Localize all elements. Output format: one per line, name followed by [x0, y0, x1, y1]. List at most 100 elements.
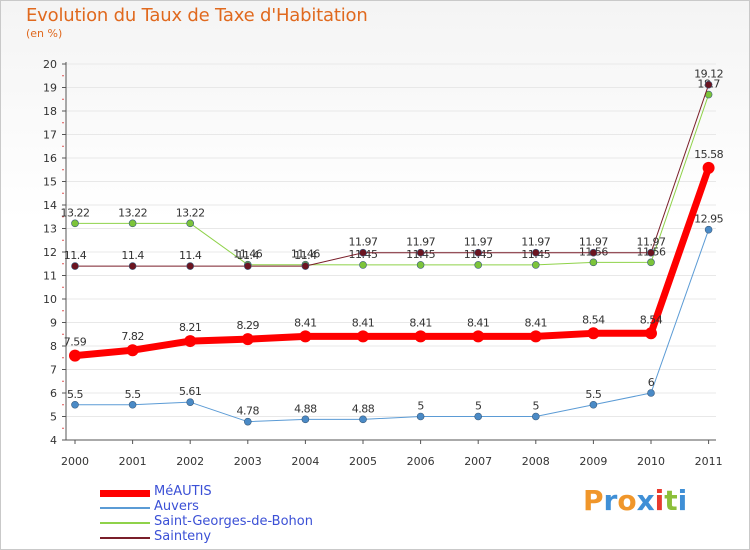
- data-label-sainteny: 11.97: [464, 236, 493, 249]
- data-point-m-autis: [645, 327, 657, 340]
- data-point-m-autis: [529, 330, 542, 343]
- data-label-sainteny: 11.4: [237, 249, 260, 262]
- x-tick-label: 2007: [464, 455, 492, 468]
- data-point-sainteny: [359, 248, 367, 257]
- data-label-auvers: 12.95: [694, 213, 723, 226]
- y-tick-label: 12: [43, 246, 57, 259]
- chart-subtitle: (en %): [26, 27, 63, 40]
- data-label-m-autis: 7.82: [121, 330, 144, 343]
- legend-item: Saint-Georges-de-Bohon: [100, 514, 400, 530]
- y-tick-label: 4: [50, 434, 57, 447]
- data-label-sainteny: 11.97: [406, 236, 435, 249]
- data-label-auvers: 5.61: [179, 385, 202, 398]
- data-label-m-autis: 8.54: [582, 313, 605, 326]
- data-point-auvers: [474, 412, 483, 421]
- y-tick-label: 13: [43, 223, 57, 236]
- data-label-sainteny: 11.97: [579, 236, 608, 249]
- x-tick-label: 2006: [407, 455, 435, 468]
- data-point-saint-georges-de-bohon: [416, 261, 425, 269]
- data-label-auvers: 5.5: [67, 388, 83, 401]
- legend-item: MéAUTIS: [100, 484, 400, 500]
- data-label-sainteny: 19.12: [694, 68, 723, 81]
- data-point-auvers: [531, 412, 540, 421]
- data-point-saint-georges-de-bohon: [647, 258, 655, 267]
- data-label-auvers: 5: [533, 400, 540, 413]
- data-point-m-autis: [184, 335, 197, 348]
- logo-letter: t: [664, 484, 678, 517]
- legend-swatch: [100, 522, 150, 524]
- y-tick-label: 15: [43, 176, 57, 189]
- data-point-m-autis: [357, 330, 369, 343]
- x-tick-label: 2002: [176, 455, 204, 468]
- data-point-auvers: [589, 400, 598, 409]
- y-tick-label: 17: [43, 129, 57, 142]
- series-line-auvers: [74, 229, 710, 423]
- legend-swatch: [100, 507, 150, 509]
- data-point-auvers: [704, 225, 713, 234]
- data-point-m-autis: [241, 333, 254, 346]
- data-label-m-autis: 8.41: [294, 316, 317, 329]
- data-point-saint-georges-de-bohon: [186, 219, 194, 228]
- data-label-m-autis: 8.54: [640, 313, 663, 326]
- series-line-saint-georges-de-bohon: [74, 94, 710, 266]
- data-label-m-autis: 8.21: [179, 321, 202, 334]
- x-tick-label: 2003: [234, 455, 262, 468]
- legend-label: Sainteny: [154, 529, 212, 544]
- x-tick-label: 2008: [522, 455, 550, 468]
- data-point-m-autis: [69, 349, 81, 362]
- y-tick-label: 10: [43, 293, 57, 306]
- data-label-auvers: 4.88: [352, 402, 375, 415]
- y-tick-label: 8: [50, 340, 57, 353]
- logo-letter: P: [583, 484, 604, 517]
- x-tick-label: 2010: [637, 455, 665, 468]
- series-line-m-autis: [71, 164, 713, 360]
- data-point-sainteny: [244, 262, 252, 270]
- legend-swatch: [100, 489, 150, 497]
- y-tick-label: 18: [43, 105, 57, 118]
- data-label-saint-georges-de-bohon: 13.22: [176, 206, 205, 219]
- data-point-saint-georges-de-bohon: [128, 219, 137, 228]
- legend-item: Sainteny: [100, 529, 400, 545]
- y-tick-label: 9: [50, 317, 57, 330]
- logo-letter: o: [617, 484, 637, 517]
- data-point-auvers: [128, 400, 137, 409]
- y-tick-label: 7: [50, 364, 57, 377]
- data-point-sainteny: [531, 248, 540, 257]
- data-label-m-autis: 7.59: [64, 336, 87, 349]
- logo-letter: x: [636, 484, 655, 517]
- data-point-sainteny: [647, 248, 655, 257]
- legend-label: Auvers: [154, 499, 199, 514]
- data-point-auvers: [71, 400, 79, 409]
- data-point-m-autis: [587, 327, 600, 340]
- data-label-auvers: 5.5: [125, 388, 141, 401]
- data-point-auvers: [301, 415, 310, 424]
- legend-item: Auvers: [100, 499, 400, 515]
- y-tick-label: 5: [50, 411, 57, 424]
- data-point-sainteny: [186, 262, 194, 270]
- line-chart: 4 5 6 7 8 9 10 11 12 13 14 15 16 17 18 19 20 2000 2001 2002…: [43, 58, 724, 468]
- data-label-auvers: 6: [648, 376, 655, 389]
- data-point-auvers: [647, 389, 655, 397]
- data-point-sainteny: [704, 80, 713, 89]
- data-point-saint-georges-de-bohon: [359, 261, 367, 269]
- data-label-m-autis: 8.41: [467, 316, 490, 329]
- data-label-auvers: 5.5: [585, 388, 601, 401]
- data-point-m-autis: [702, 161, 715, 174]
- data-point-m-autis: [126, 344, 139, 357]
- data-label-sainteny: 11.4: [179, 249, 202, 262]
- data-label-saint-georges-de-bohon: 11.46: [233, 248, 262, 261]
- data-point-saint-georges-de-bohon: [531, 261, 540, 269]
- data-point-saint-georges-de-bohon: [474, 261, 483, 269]
- data-point-auvers: [244, 417, 252, 426]
- y-tick-label: 14: [43, 199, 57, 212]
- chart-title: Evolution du Taux de Taxe d'Habitation: [26, 5, 368, 26]
- data-point-sainteny: [416, 248, 425, 257]
- x-tick-label: 2009: [579, 455, 607, 468]
- logo-letter: r: [603, 484, 618, 517]
- x-tick-label: 2005: [349, 455, 377, 468]
- data-point-m-autis: [299, 330, 312, 343]
- data-label-m-autis: 8.29: [237, 319, 260, 332]
- data-label-m-autis: 8.41: [409, 316, 432, 329]
- series-line-sainteny: [74, 84, 710, 267]
- y-tick-label: 19: [43, 82, 57, 95]
